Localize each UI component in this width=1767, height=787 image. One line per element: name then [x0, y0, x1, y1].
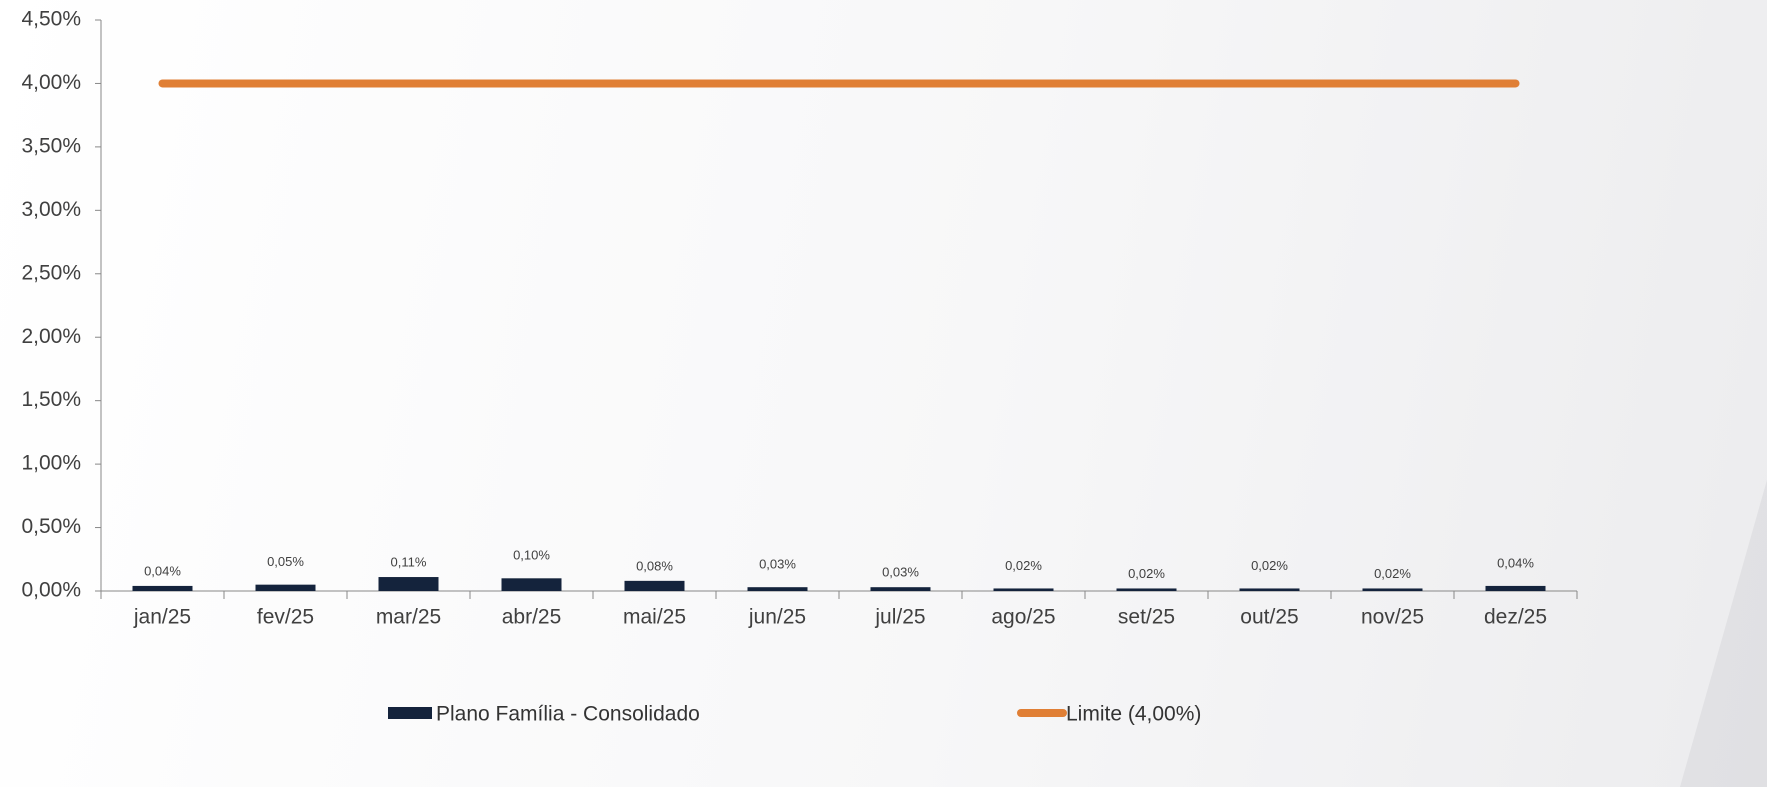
value-label: 0,04% [144, 563, 181, 578]
value-label: 0,08% [636, 558, 673, 573]
x-tick-label: jan/25 [133, 606, 191, 629]
y-tick-label: 2,00% [21, 325, 81, 348]
decoration [1680, 480, 1767, 787]
x-tick-label: jul/25 [874, 606, 925, 629]
x-tick-label: mai/25 [623, 606, 686, 629]
value-label: 0,05% [267, 554, 304, 569]
bar [255, 584, 316, 591]
bar [747, 587, 808, 591]
x-tick-label: mar/25 [376, 606, 441, 629]
bar [993, 588, 1054, 591]
bar [378, 577, 439, 591]
bar [1116, 588, 1177, 591]
y-tick-label: 3,50% [21, 134, 81, 157]
bar [132, 585, 193, 591]
y-tick-label: 0,00% [21, 579, 81, 602]
x-tick-label: out/25 [1240, 606, 1298, 629]
y-tick-label: 3,00% [21, 198, 81, 221]
legend-label: Plano Família - Consolidado [436, 703, 700, 726]
x-tick-label: dez/25 [1484, 606, 1547, 629]
bar [501, 578, 562, 591]
y-tick-label: 0,50% [21, 515, 81, 538]
y-tick-label: 1,50% [21, 388, 81, 411]
value-label: 0,02% [1374, 566, 1411, 581]
bar [1485, 585, 1546, 591]
bar [1362, 588, 1423, 591]
x-tick-label: fev/25 [257, 606, 314, 629]
value-label: 0,03% [759, 557, 796, 572]
x-tick-label: abr/25 [502, 606, 562, 629]
y-tick-label: 1,00% [21, 452, 81, 475]
x-tick-label: jun/25 [748, 606, 806, 629]
y-tick-label: 2,50% [21, 261, 81, 284]
value-label: 0,04% [1497, 555, 1534, 570]
value-label: 0,03% [882, 565, 919, 580]
bar [870, 587, 931, 591]
value-label: 0,11% [391, 554, 427, 569]
legend-label: Limite (4,00%) [1066, 703, 1201, 726]
x-tick-label: nov/25 [1361, 606, 1424, 629]
x-tick-label: set/25 [1118, 606, 1175, 629]
x-tick-label: ago/25 [991, 606, 1055, 629]
y-tick-label: 4,00% [21, 71, 81, 94]
legend-swatch [388, 707, 432, 719]
value-label: 0,02% [1251, 558, 1288, 573]
y-tick-label: 4,50% [21, 8, 81, 31]
value-label: 0,02% [1005, 558, 1042, 573]
bar [624, 580, 685, 591]
value-label: 0,10% [513, 548, 550, 563]
value-label: 0,02% [1128, 566, 1165, 581]
bar [1239, 588, 1300, 591]
